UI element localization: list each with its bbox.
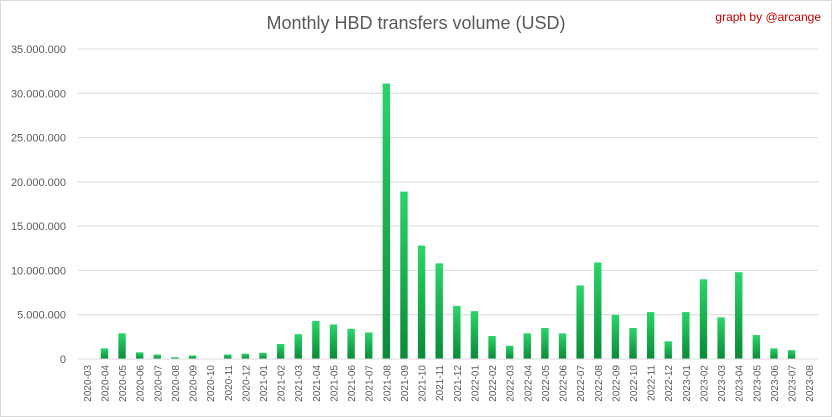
x-tick-label: 2022-09: [611, 365, 622, 402]
x-tick-label: 2020-06: [136, 365, 147, 402]
chart-title: Monthly HBD transfers volume (USD): [266, 13, 566, 33]
bar-2023-05: [752, 335, 761, 359]
x-tick-label: 2021-01: [259, 365, 270, 402]
x-tick-label: 2021-11: [435, 365, 446, 401]
bar-2022-01: [470, 311, 479, 359]
y-tick-label: 5.000.000: [17, 310, 66, 322]
bar-2023-06: [770, 348, 778, 359]
x-tick-label: 2020-11: [224, 365, 235, 401]
bar-2022-12: [664, 341, 672, 359]
bar-2020-09: [188, 355, 197, 359]
x-tick-label: 2021-12: [453, 365, 464, 402]
x-tick-label: 2021-04: [312, 365, 323, 402]
bar-2023-07: [787, 350, 796, 359]
x-tick-label: 2020-05: [118, 365, 129, 402]
x-tick-label: 2023-06: [770, 365, 781, 402]
x-tick-label: 2022-01: [470, 365, 481, 402]
y-tick-label: 15.000.000: [11, 221, 66, 233]
x-tick-label: 2022-12: [664, 365, 675, 402]
bar-2022-05: [541, 328, 549, 359]
x-axis-ticks: 2020-03 2020-04 2020-05 2020-06 2020-07 2020-…: [83, 365, 816, 402]
bar-2022-03: [505, 345, 514, 359]
bar-2021-08: [382, 83, 391, 360]
x-tick-label: 2021-03: [294, 365, 305, 402]
x-tick-label: 2022-10: [629, 365, 640, 402]
grid-lines: [78, 48, 818, 316]
bar-2023-04: [735, 272, 743, 359]
bar-2021-10: [417, 245, 426, 359]
bar-2021-03: [294, 334, 302, 359]
x-tick-label: 2021-05: [329, 365, 340, 402]
bar-2020-06: [135, 352, 144, 359]
x-tick-label: 2021-10: [418, 365, 429, 402]
y-tick-label: 10.000.000: [11, 265, 66, 277]
bar-2023-02: [699, 279, 708, 359]
bar-2021-04: [312, 320, 320, 359]
bar-2023-01: [682, 312, 690, 359]
bar-2022-04: [523, 333, 531, 359]
x-tick-label: 2020-07: [153, 365, 164, 402]
x-tick-label: 2020-12: [241, 365, 252, 402]
x-tick-label: 2020-08: [171, 365, 182, 402]
x-tick-label: 2020-10: [206, 365, 217, 402]
bar-2023-03: [717, 317, 725, 359]
bar-2021-01: [259, 352, 267, 359]
bar-2020-11: [224, 354, 232, 359]
bar-2021-02: [276, 343, 285, 359]
x-tick-label: 2022-11: [647, 365, 658, 401]
x-tick-label: 2022-06: [559, 365, 570, 402]
x-tick-label: 2023-05: [752, 365, 763, 402]
bar-2022-06: [558, 333, 567, 359]
bar-2021-12: [453, 305, 461, 359]
bar-2021-09: [400, 191, 408, 359]
x-tick-label: 2022-05: [541, 365, 552, 402]
bar-2022-09: [611, 314, 620, 359]
x-tick-label: 2022-02: [488, 365, 499, 402]
x-tick-label: 2020-09: [189, 365, 200, 402]
x-tick-label: 2020-04: [100, 365, 111, 402]
bar-2020-05: [118, 333, 126, 359]
bar-2021-11: [435, 263, 443, 359]
x-tick-label: 2021-07: [365, 365, 376, 402]
bar-2020-04: [100, 348, 109, 359]
bar-2022-08: [594, 262, 602, 359]
bar-2022-11: [646, 312, 655, 359]
x-tick-label: 2021-02: [277, 365, 288, 402]
bar-2021-07: [365, 332, 373, 359]
y-tick-label: 30.000.000: [11, 88, 66, 100]
x-tick-label: 2020-03: [83, 365, 94, 402]
bar-2022-07: [576, 285, 584, 359]
x-tick-label: 2021-09: [400, 365, 411, 402]
x-tick-label: 2021-06: [347, 365, 358, 402]
x-tick-label: 2023-08: [805, 365, 816, 402]
x-tick-label: 2023-03: [717, 365, 728, 402]
x-tick-label: 2022-08: [594, 365, 605, 402]
chart-credit: graph by @arcange: [715, 10, 821, 24]
y-axis-ticks: 0 5.000.000 10.000.000 15.000.000 20.000.000…: [11, 44, 66, 366]
y-tick-label: 25.000.000: [11, 133, 66, 145]
x-tick-label: 2022-03: [506, 365, 517, 402]
x-tick-label: 2023-07: [788, 365, 799, 402]
x-tick-label: 2022-07: [576, 365, 587, 402]
bars: [100, 83, 796, 360]
y-tick-label: 20.000.000: [11, 177, 66, 189]
x-tick-label: 2021-08: [382, 365, 393, 402]
x-tick-label: 2022-04: [523, 365, 534, 402]
bar-2020-12: [241, 353, 250, 359]
bar-2021-06: [347, 328, 355, 359]
x-tick-label: 2023-01: [682, 365, 693, 402]
bar-2020-08: [171, 357, 179, 359]
bar-2020-07: [153, 354, 161, 359]
bar-2022-02: [488, 335, 496, 359]
y-tick-label: 35.000.000: [11, 44, 66, 56]
bar-2021-05: [329, 324, 338, 359]
bar-2022-10: [629, 328, 637, 359]
x-tick-label: 2023-02: [699, 365, 710, 402]
y-tick-label: 0: [60, 354, 66, 366]
x-tick-label: 2023-04: [735, 365, 746, 402]
